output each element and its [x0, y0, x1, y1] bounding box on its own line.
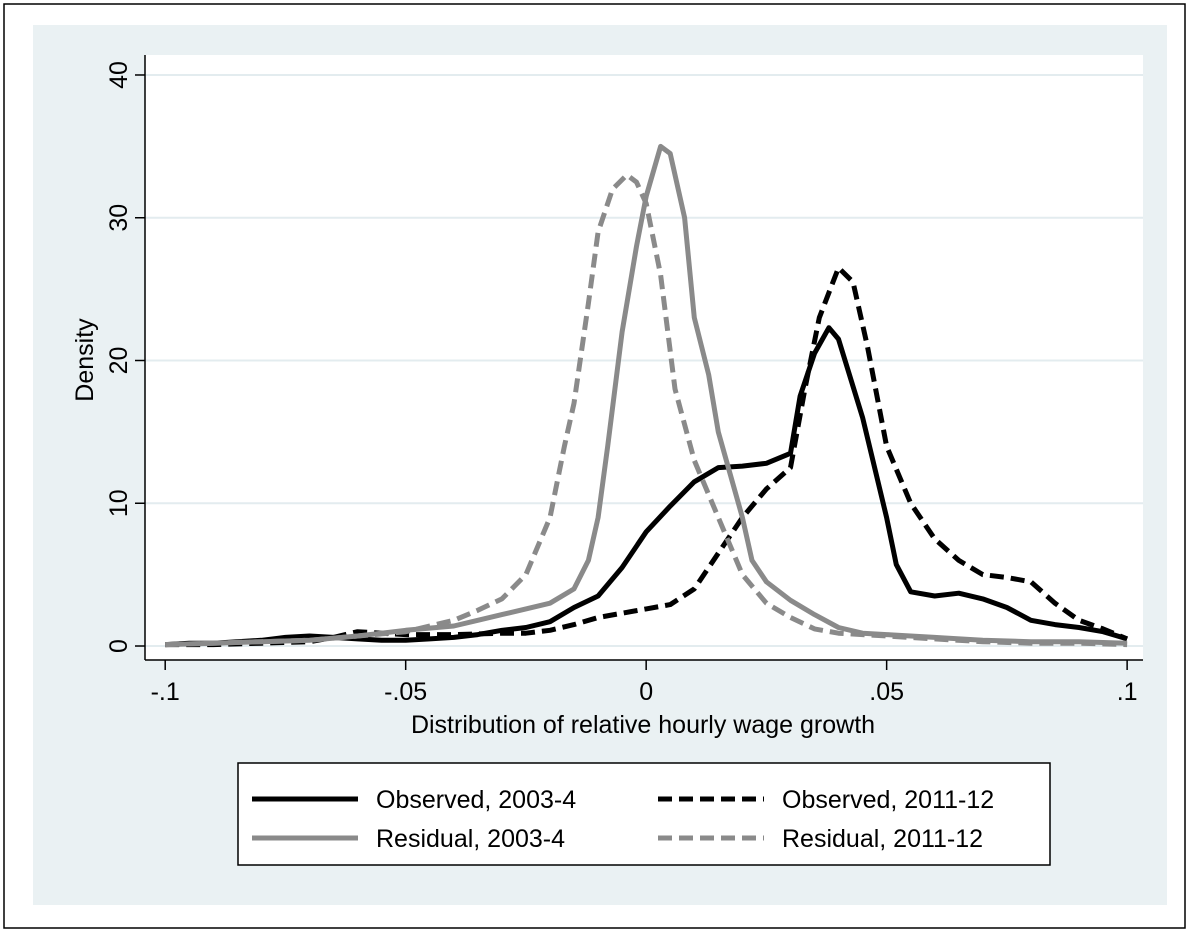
- legend-label: Residual, 2011-12: [782, 825, 983, 853]
- plot-region: [145, 55, 1143, 660]
- y-axis-label: Density: [71, 318, 99, 402]
- x-tick-label: -.05: [384, 678, 427, 706]
- legend-label: Observed, 2003-4: [376, 786, 576, 814]
- legend-label: Observed, 2011-12: [782, 786, 994, 814]
- y-tick-label: 20: [105, 347, 133, 375]
- x-tick-label: .05: [869, 678, 904, 706]
- x-tick-label: 0: [639, 678, 653, 706]
- y-tick-label: 30: [105, 204, 133, 232]
- legend-label: Residual, 2003-4: [376, 825, 565, 853]
- line: [165, 172, 1128, 648]
- y-tick-label: 40: [105, 61, 133, 89]
- y-tick-label: 10: [105, 489, 133, 517]
- x-tick-label: -.1: [151, 678, 180, 706]
- x-axis-label: Distribution of relative hourly wage gro…: [411, 711, 875, 739]
- legend: [237, 762, 1051, 866]
- x-tick-label: .1: [1117, 678, 1138, 706]
- y-tick-label: 0: [105, 639, 133, 653]
